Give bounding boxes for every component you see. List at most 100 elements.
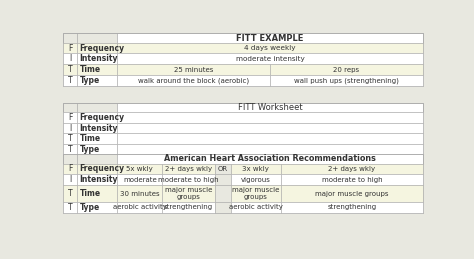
- Bar: [63, 112, 77, 123]
- Text: FITT Worksheet: FITT Worksheet: [238, 103, 302, 112]
- Text: walk around the block (aerobic): walk around the block (aerobic): [138, 77, 249, 84]
- Bar: [281, 163, 423, 174]
- Bar: [118, 154, 423, 163]
- Text: T: T: [68, 76, 73, 85]
- Text: major muscle groups: major muscle groups: [315, 191, 389, 197]
- Text: 4 days weekly: 4 days weekly: [244, 45, 296, 51]
- Bar: [63, 123, 77, 133]
- Bar: [162, 163, 215, 174]
- Text: 30 minutes: 30 minutes: [120, 191, 160, 197]
- Text: aerobic activity: aerobic activity: [229, 204, 283, 210]
- Bar: [77, 185, 118, 202]
- Bar: [281, 202, 423, 213]
- Bar: [162, 202, 215, 213]
- Text: I: I: [69, 124, 71, 133]
- Text: moderate to high: moderate to high: [158, 177, 219, 183]
- Text: 2+ days wkly: 2+ days wkly: [328, 166, 375, 172]
- Text: moderate: moderate: [123, 177, 157, 183]
- Text: T: T: [68, 145, 73, 154]
- Bar: [77, 43, 118, 53]
- Text: Time: Time: [80, 134, 100, 143]
- Bar: [215, 185, 230, 202]
- Bar: [63, 43, 77, 53]
- Text: major muscle
groups: major muscle groups: [165, 187, 212, 200]
- Text: Frequency: Frequency: [80, 44, 125, 53]
- Text: T: T: [68, 134, 73, 143]
- Bar: [118, 43, 423, 53]
- Text: Intensity: Intensity: [80, 175, 118, 184]
- Bar: [281, 174, 423, 185]
- Bar: [118, 123, 423, 133]
- Text: 25 minutes: 25 minutes: [174, 67, 213, 73]
- Text: strengthening: strengthening: [164, 204, 213, 210]
- Bar: [77, 33, 118, 43]
- Bar: [77, 154, 118, 163]
- Bar: [270, 75, 423, 86]
- Bar: [63, 185, 77, 202]
- Text: Frequency: Frequency: [80, 113, 125, 122]
- Bar: [118, 103, 423, 112]
- Bar: [63, 103, 423, 155]
- Text: OR: OR: [218, 166, 228, 172]
- Bar: [63, 202, 77, 213]
- Text: American Heart Association Recommendations: American Heart Association Recommendatio…: [164, 154, 376, 163]
- Bar: [118, 185, 162, 202]
- Bar: [63, 33, 77, 43]
- Bar: [77, 64, 118, 75]
- Text: F: F: [68, 44, 73, 53]
- Bar: [270, 64, 423, 75]
- Bar: [63, 103, 77, 112]
- Text: FITT EXAMPLE: FITT EXAMPLE: [237, 33, 304, 42]
- Text: F: F: [68, 113, 73, 122]
- Text: moderate intensity: moderate intensity: [236, 56, 304, 62]
- Text: Time: Time: [80, 65, 100, 74]
- Text: F: F: [68, 164, 73, 174]
- Text: Time: Time: [80, 189, 100, 198]
- Text: aerobic activity: aerobic activity: [113, 204, 167, 210]
- Bar: [118, 202, 162, 213]
- Text: 2+ days wkly: 2+ days wkly: [165, 166, 212, 172]
- Bar: [77, 163, 118, 174]
- Bar: [63, 163, 77, 174]
- Bar: [162, 185, 215, 202]
- Bar: [281, 185, 423, 202]
- Bar: [118, 112, 423, 123]
- Bar: [77, 103, 118, 112]
- Bar: [230, 185, 281, 202]
- Text: T: T: [68, 189, 73, 198]
- Bar: [118, 33, 423, 43]
- Bar: [77, 53, 118, 64]
- Bar: [63, 174, 77, 185]
- Text: 5x wkly: 5x wkly: [127, 166, 153, 172]
- Text: major muscle
groups: major muscle groups: [232, 187, 279, 200]
- Bar: [215, 174, 230, 185]
- Bar: [118, 133, 423, 144]
- Bar: [230, 202, 281, 213]
- Bar: [63, 53, 77, 64]
- Bar: [230, 174, 281, 185]
- Bar: [63, 133, 77, 144]
- Bar: [63, 75, 77, 86]
- Bar: [63, 154, 77, 163]
- Bar: [215, 163, 230, 174]
- Bar: [162, 174, 215, 185]
- Text: Type: Type: [80, 203, 100, 212]
- Text: Type: Type: [80, 76, 100, 85]
- Bar: [77, 133, 118, 144]
- Bar: [63, 33, 423, 86]
- Bar: [118, 174, 162, 185]
- Bar: [230, 163, 281, 174]
- Bar: [77, 202, 118, 213]
- Bar: [63, 154, 423, 213]
- Bar: [118, 53, 423, 64]
- Bar: [77, 123, 118, 133]
- Bar: [118, 75, 270, 86]
- Bar: [77, 112, 118, 123]
- Bar: [63, 144, 77, 155]
- Text: wall push ups (strengthening): wall push ups (strengthening): [294, 77, 399, 84]
- Text: moderate to high: moderate to high: [321, 177, 382, 183]
- Text: vigorous: vigorous: [241, 177, 271, 183]
- Text: Frequency: Frequency: [80, 164, 125, 174]
- Bar: [77, 174, 118, 185]
- Bar: [118, 163, 162, 174]
